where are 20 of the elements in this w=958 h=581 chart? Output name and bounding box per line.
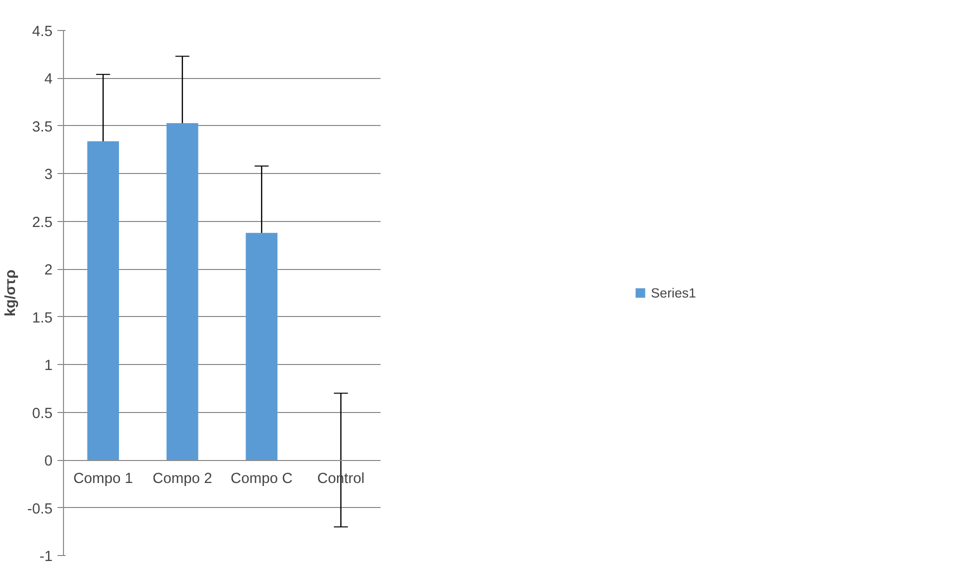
y-tick-label: 1 xyxy=(44,358,53,374)
y-tick-label: 2.5 xyxy=(32,214,52,231)
bar xyxy=(166,123,198,460)
y-tick-label: 3.5 xyxy=(32,119,52,136)
y-tick-label: 1.5 xyxy=(32,310,52,326)
x-tick-label: Compo C xyxy=(230,471,293,488)
legend-label: Series1 xyxy=(650,285,696,300)
x-tick-label: Compo 2 xyxy=(152,471,212,488)
y-tick-label: 4.5 xyxy=(32,24,52,40)
y-axis-title: kg/στρ xyxy=(3,270,20,316)
y-tick-label: -0.5 xyxy=(27,501,53,518)
bar xyxy=(87,141,119,460)
bar xyxy=(246,232,278,460)
y-tick-label: 0.5 xyxy=(32,406,52,422)
y-tick-label: 3 xyxy=(44,167,53,184)
y-tick-label: -1 xyxy=(39,549,53,565)
y-tick-label: 4 xyxy=(44,72,53,88)
y-tick-label: 0 xyxy=(44,454,53,470)
x-tick-label: Compo 1 xyxy=(73,471,133,488)
y-tick-label: 2 xyxy=(44,262,53,279)
